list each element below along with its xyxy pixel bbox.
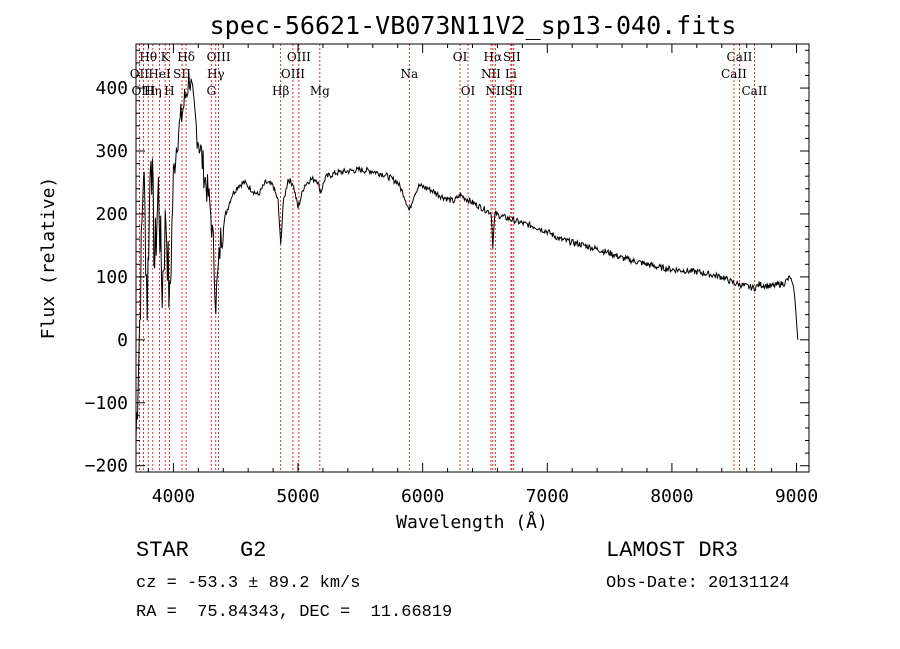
line-label: OIII [207, 50, 231, 64]
y-tick-label: 300 [95, 141, 128, 162]
object-class: STAR [136, 538, 189, 563]
line-label: CaII [741, 84, 767, 98]
line-label: G [206, 84, 216, 98]
plot-frame [135, 43, 810, 473]
survey-name: LAMOST DR3 [606, 538, 739, 563]
line-label: Hθ [139, 50, 157, 64]
x-tick-label: 6000 [401, 486, 444, 507]
line-label: Hβ [272, 84, 289, 98]
y-axis-label: Flux (relative) [38, 177, 59, 340]
line-label: SII [505, 84, 523, 98]
y-tick-label: 400 [95, 78, 128, 99]
axes: 4000 5000 6000 7000 8000 9000 −200 −100 0 100 200 3… [85, 44, 818, 507]
line-label: OI [461, 84, 476, 98]
spectral-subclass: G2 [240, 538, 267, 563]
chart-title: spec-56621-VB073N11V2_sp13-040.fits [210, 11, 737, 40]
spectrum-series-line [135, 71, 799, 442]
line-label: Hγ [207, 67, 225, 81]
x-axis-label: Wavelength (Å) [396, 511, 548, 533]
x-tick-label: 8000 [650, 486, 693, 507]
line-label: Mg [310, 84, 330, 98]
line-label: K [161, 50, 171, 64]
line-label: Hα [484, 50, 503, 64]
line-label: Na [400, 67, 418, 81]
coordinates: RA = 75.84343, DEC = 11.66819 [136, 603, 453, 622]
line-label: SII [173, 67, 191, 81]
x-tick-label: 9000 [775, 486, 818, 507]
line-label: OII [130, 67, 150, 81]
line-label: Hδ [177, 50, 195, 64]
observation-date: Obs-Date: 20131124 [606, 574, 790, 593]
line-label: OIII [131, 84, 155, 98]
line-label: SII [503, 50, 521, 64]
y-tick-label: −100 [85, 393, 128, 414]
line-label: NII [485, 84, 505, 98]
y-tick-label: 0 [117, 330, 128, 351]
radial-velocity: cz = -53.3 ± 89.2 km/s [136, 574, 361, 593]
line-label: OI [453, 50, 468, 64]
line-label: OIII [287, 50, 311, 64]
x-tick-label: 5000 [276, 486, 319, 507]
line-label: NII [481, 67, 501, 81]
x-tick-label: 4000 [152, 486, 195, 507]
line-label: Hη [144, 84, 162, 98]
line-label: HeI [148, 67, 171, 81]
line-label: CaII [721, 67, 747, 81]
line-label: CaII [727, 50, 753, 64]
line-label: OIII [281, 67, 305, 81]
y-tick-label: −200 [85, 456, 128, 477]
line-label: Li [505, 67, 517, 81]
y-tick-label: 200 [95, 204, 128, 225]
line-label: H [164, 84, 174, 98]
y-tick-label: 100 [95, 267, 128, 288]
x-tick-label: 7000 [526, 486, 569, 507]
